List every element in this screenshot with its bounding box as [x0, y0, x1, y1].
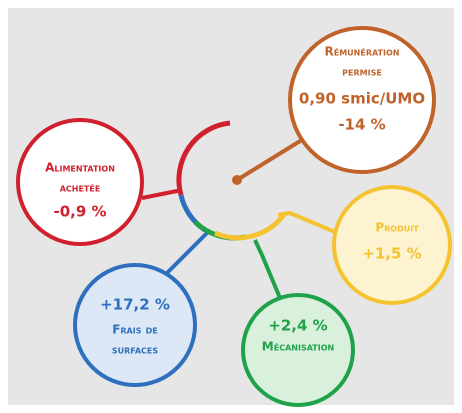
- node-circle: [288, 26, 436, 174]
- node-circle: [73, 263, 197, 387]
- node-circle: [241, 293, 355, 407]
- node-change: -14 %: [338, 116, 385, 134]
- arc: [176, 120, 231, 196]
- node-change: +1,5 %: [362, 245, 421, 263]
- node-label: Rémunération: [325, 45, 400, 59]
- node-change: +2,4 %: [268, 317, 327, 335]
- node-label: permise: [342, 65, 382, 79]
- node-change: -0,9 %: [53, 203, 106, 221]
- node-label: achetée: [60, 181, 101, 195]
- node-change: +17,2 %: [100, 296, 170, 314]
- node-label: Frais de: [112, 323, 158, 337]
- connector: [235, 136, 307, 182]
- node-label: surfaces: [112, 343, 158, 357]
- node-value: 0,90 smic/UMO: [299, 90, 425, 108]
- node-label: Mécanisation: [262, 340, 334, 354]
- connector: [253, 239, 282, 299]
- center-dot: [232, 175, 242, 185]
- node-label: Produit: [375, 221, 419, 235]
- node-circle: [332, 185, 452, 305]
- arc: [213, 211, 288, 241]
- connector: [163, 228, 212, 277]
- node-label: Alimentation: [45, 161, 115, 175]
- node-circle: [16, 118, 144, 246]
- connector: [141, 188, 183, 200]
